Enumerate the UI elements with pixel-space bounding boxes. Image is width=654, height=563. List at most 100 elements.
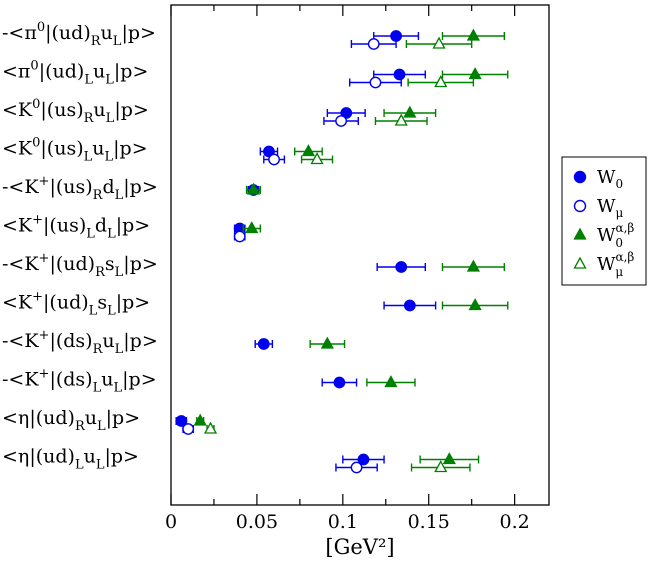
data-point [390, 30, 402, 42]
series-Wmuab [203, 36, 475, 473]
data-point [403, 105, 417, 118]
row-label-suffix: |p> [113, 138, 147, 160]
row-label-quark-sub: L [106, 111, 115, 126]
legend-entry-name: W [597, 196, 616, 217]
row-label: -<K+|(ds)LuL|p> [2, 367, 157, 396]
data-point [403, 299, 416, 312]
row-label-op: |(us) [40, 138, 83, 160]
row-label: <K0|(us)RuL|p> [2, 97, 149, 126]
row-label: -<K+|(ds)RuL|p> [2, 328, 158, 357]
row-label-sub: L [84, 150, 93, 165]
row-label-suffix: |p> [123, 330, 157, 352]
row-label-quark: u [101, 22, 113, 44]
row-label-sub: L [84, 73, 93, 88]
data-point [257, 338, 270, 350]
row-label-suffix: |p> [116, 292, 150, 314]
row-label-op: |(us) [43, 215, 86, 237]
data-point [175, 415, 188, 427]
row-label-quark-sub: L [115, 342, 124, 357]
row-label-quark: u [92, 138, 104, 160]
data-point [468, 298, 482, 311]
x-axis: 0 0.05 0.1 0.15 0.2 [165, 5, 530, 533]
row-label: -<K+|(us)RdL|p> [2, 174, 158, 203]
data-point [384, 375, 398, 388]
data-point [245, 221, 259, 234]
legend-entry-sub: μ [616, 206, 624, 220]
legend-entry-name: W [597, 225, 616, 246]
row-label-sup: + [39, 367, 50, 382]
legend-marker [573, 170, 587, 184]
data-point [442, 452, 456, 465]
legend-entry-sub: 0 [615, 236, 623, 250]
row-label-quark-sub: L [115, 265, 124, 280]
row-label-quark-sub: L [113, 381, 122, 396]
row-label-prefix: <η [2, 407, 29, 429]
data-point [320, 336, 334, 349]
row-label-suffix: |p> [121, 22, 155, 44]
row-label-sup: 0 [37, 20, 45, 35]
legend-marker [573, 199, 587, 213]
row-label: <π0|(ud)LuL|p> [2, 59, 148, 88]
row-label-prefix: <η [2, 446, 29, 468]
data-point [434, 460, 448, 473]
row-label-op: |(us) [40, 99, 83, 121]
row-label-sup: + [32, 290, 43, 305]
x-tick-label: 0 [165, 511, 177, 533]
x-tick-label: 0.05 [236, 511, 278, 533]
data-point [395, 261, 408, 273]
legend-entry-name: W [597, 167, 616, 188]
row-label-suffix: |p> [106, 407, 140, 429]
row-label-suffix: |p> [123, 176, 157, 198]
row-label-op: |(ud) [49, 253, 95, 275]
row-label-op: |(ud) [45, 22, 91, 44]
data-point [203, 421, 218, 434]
data-point [268, 153, 280, 166]
row-label-prefix: <K [2, 292, 33, 314]
row-label-op: |(ud) [43, 292, 89, 314]
data-point [468, 67, 482, 80]
row-label-sup: + [39, 328, 50, 343]
x-axis-label: [GeV²] [325, 535, 394, 559]
legend-marker [573, 227, 587, 240]
legend-entry: Wα,β μ [597, 250, 634, 279]
row-label-suffix: |p> [123, 253, 157, 275]
row-label-suffix: |p> [114, 61, 148, 83]
row-label-sub: R [93, 342, 104, 357]
row-label-quark: u [93, 61, 105, 83]
row-label: <K0|(us)LuL|p> [2, 136, 148, 165]
legend-marker [573, 256, 587, 269]
legend-entry: Wμ [597, 196, 624, 220]
row-label-sub: R [75, 419, 86, 434]
row-label-op: |(ds) [49, 369, 92, 391]
row-label-prefix: <π [2, 61, 30, 83]
row-label-op: |(ud) [39, 61, 85, 83]
row-label-sup: 0 [32, 97, 40, 112]
x-tick-label: 0.1 [328, 511, 358, 533]
data-point [193, 413, 207, 426]
row-label-suffix: |p> [104, 446, 138, 468]
row-label-quark-sub: L [107, 227, 116, 242]
data-point [466, 28, 480, 41]
data-points [175, 28, 509, 474]
legend-entry-sup: α,β [616, 250, 635, 264]
row-label-op: |(ud) [29, 446, 75, 468]
data-point [310, 152, 324, 165]
legend-entry-sub: μ [615, 265, 623, 279]
row-label-prefix: -<K [2, 176, 39, 198]
data-point [301, 144, 316, 157]
data-point [432, 36, 446, 49]
row-label-quark: d [95, 215, 107, 237]
row-label-suffix: |p> [114, 99, 148, 121]
row-label-sub: L [89, 304, 98, 319]
data-point [335, 115, 347, 127]
data-point [333, 376, 346, 389]
row-label-prefix: <K [2, 215, 33, 237]
data-point [367, 38, 380, 50]
row-label-sub: R [91, 34, 102, 49]
row-label-quark: d [102, 176, 114, 198]
row-label-quark: u [93, 99, 105, 121]
data-point [434, 75, 448, 88]
legend-entry: W0 [597, 167, 623, 191]
row-label: -<π0|(ud)RuL|p> [2, 20, 156, 49]
